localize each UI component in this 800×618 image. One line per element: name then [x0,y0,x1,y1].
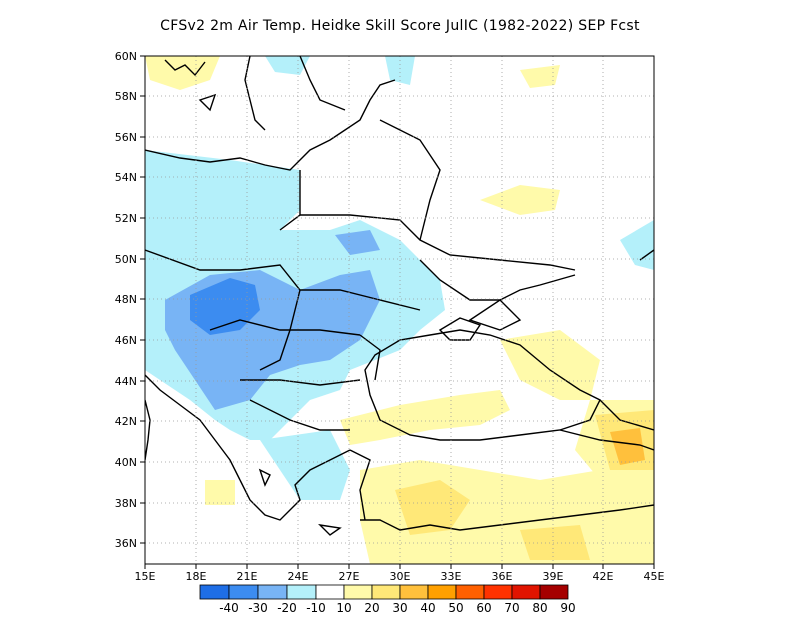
grid-lines [145,56,654,564]
pale-yellow-region [500,330,600,400]
lat-tick-label: 38N [115,497,137,510]
lat-tick-label: 52N [115,212,137,225]
colorbar-swatch [399,584,429,600]
colorbar-label: 20 [364,601,379,615]
lat-tick-label: 42N [115,415,137,428]
lon-tick-label: 21E [237,570,258,583]
lat-tick-label: 40N [115,456,137,469]
lat-tick-label: 44N [115,375,137,388]
colorbar-swatch [539,584,569,600]
colorbar-swatch [511,584,541,600]
map-title: CFSv2 2m Air Temp. Heidke Skill Score Ju… [160,18,640,34]
colorbar-label: -40 [219,601,239,615]
lat-tick-label: 36N [115,537,137,550]
coastlines-and-borders [145,56,654,536]
colorbar-label: -20 [277,601,297,615]
lat-tick-label: 46N [115,334,137,347]
lon-tick-label: 30E [390,570,411,583]
lat-tick-label: 58N [115,90,137,103]
colorbar-swatch [257,584,288,600]
colorbar-swatch [343,584,373,600]
colorbar-swatch [483,584,513,600]
lon-tick-label: 39E [543,570,564,583]
light-cyan-region [265,56,310,75]
skill-shading [145,56,654,564]
lat-tick-label: 48N [115,293,137,306]
light-cyan-region [385,56,415,85]
orange-region [610,428,645,465]
lon-tick-label: 33E [441,570,462,583]
colorbar-swatch [286,584,317,600]
lon-tick-label: 42E [593,570,614,583]
colorbar-swatch [228,584,259,600]
light-cyan-region [620,220,654,270]
tick-marks [140,55,655,569]
colorbar-label: 90 [560,601,575,615]
colorbar-label: 60 [476,601,491,615]
light-cyan-region [260,430,350,500]
lat-tick-label: 54N [115,171,137,184]
colorbar-label: 50 [448,601,463,615]
yellow-region [520,525,590,560]
colorbar-label: 30 [392,601,407,615]
lat-tick-label: 56N [115,131,137,144]
pale-yellow-region [340,390,510,445]
colorbar-label: -10 [306,601,326,615]
pale-yellow-region [480,185,560,215]
colorbar-swatch [315,584,345,600]
colorbar-label: 70 [504,601,519,615]
lon-tick-label: 24E [288,570,309,583]
medium-blue-region [335,230,380,255]
colorbar-label: 80 [532,601,547,615]
colorbar [199,584,569,600]
yellow-region [395,480,470,535]
lon-tick-label: 45E [644,570,665,583]
colorbar-swatch [371,584,401,600]
pale-yellow-region [205,480,235,505]
pale-yellow-region [145,56,220,90]
colorbar-label: 10 [336,601,351,615]
lon-tick-label: 15E [135,570,156,583]
lon-tick-label: 27E [339,570,360,583]
lon-tick-label: 36E [492,570,513,583]
lon-tick-label: 18E [186,570,207,583]
colorbar-label: -30 [248,601,268,615]
lat-tick-label: 60N [115,50,137,63]
lat-tick-label: 50N [115,253,137,266]
colorbar-swatch [455,584,485,600]
colorbar-swatch [427,584,457,600]
colorbar-swatch [199,584,230,600]
pale-yellow-region [520,65,560,88]
colorbar-label: 40 [420,601,435,615]
